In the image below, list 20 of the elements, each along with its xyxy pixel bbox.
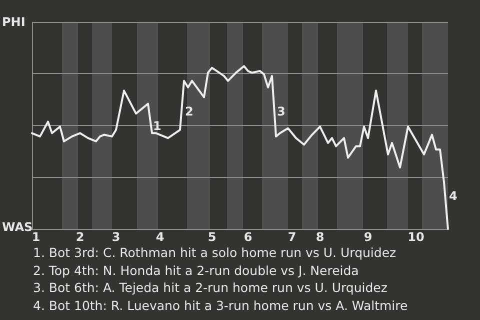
- x-tick-label: 1: [32, 230, 40, 244]
- x-tick-label: 2: [76, 230, 84, 244]
- text: 2. Top 4th: N. Honda hit a 2-run double vs J. Nereida: [33, 262, 360, 279]
- x-tick-label: 9: [364, 230, 372, 244]
- text: PHI: [2, 15, 26, 29]
- x-tick-label: 10: [408, 230, 424, 244]
- annotation: WAS: [2, 220, 33, 234]
- annotation: 3: [277, 104, 286, 118]
- x-tick-label: 5: [208, 230, 216, 244]
- x-tick-label: 7: [288, 230, 296, 244]
- text: 4. Bot 10th: R. Luevano hit a 3-run home run vs A. Waltmire: [33, 296, 408, 314]
- x-tick-label: 8: [316, 230, 324, 244]
- text: 1. Bot 3rd: C. Rothman hit a solo home run vs U. Urquidez: [33, 244, 398, 262]
- x-tick-label: 3: [112, 230, 120, 244]
- x-tick-label: 4: [156, 230, 164, 244]
- text: 4: [449, 189, 458, 204]
- x-tick-label: 6: [244, 230, 252, 244]
- text: 3. Bot 6th: A. Tejeda hit a 2-run home run vs U. Urquidez: [33, 279, 388, 296]
- annotation: 2: [185, 104, 194, 118]
- annotation: 1: [153, 118, 162, 133]
